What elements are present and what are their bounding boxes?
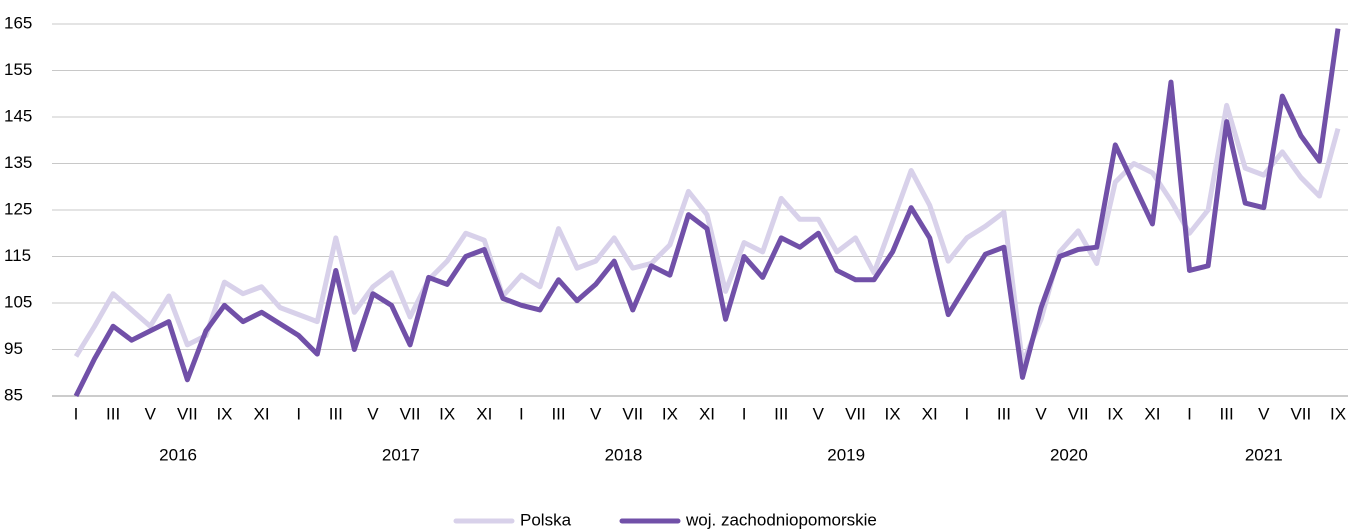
x-tick-label: VII — [1290, 404, 1311, 423]
year-label: 2019 — [827, 445, 865, 464]
x-tick-label: IX — [216, 404, 232, 423]
x-tick-label: I — [296, 404, 301, 423]
x-tick-label: III — [774, 404, 788, 423]
x-tick-label: I — [1187, 404, 1192, 423]
legend-label: Polska — [520, 510, 572, 529]
x-tick-label: V — [813, 404, 825, 423]
x-tick-label: VII — [622, 404, 643, 423]
y-tick-label: 165 — [4, 13, 32, 32]
x-tick-label: III — [551, 404, 565, 423]
y-tick-label: 95 — [4, 339, 23, 358]
x-tick-label: V — [1258, 404, 1270, 423]
x-tick-label: IX — [439, 404, 455, 423]
x-tick-label: IX — [885, 404, 901, 423]
x-tick-label: XI — [699, 404, 715, 423]
line-series — [73, 28, 1341, 398]
y-tick-label: 115 — [4, 246, 31, 265]
x-tick-label: XI — [476, 404, 492, 423]
x-tick-label: V — [145, 404, 157, 423]
x-tick-label: III — [1220, 404, 1234, 423]
x-tick-label: VII — [845, 404, 866, 423]
x-tick-label: IX — [662, 404, 678, 423]
y-tick-label: 125 — [4, 199, 32, 218]
x-tick-label: I — [964, 404, 969, 423]
legend-label: woj. zachodniopomorskie — [685, 510, 877, 529]
x-tick-label: XI — [1144, 404, 1160, 423]
x-tick-label: VII — [177, 404, 198, 423]
x-tick-label: I — [74, 404, 79, 423]
y-tick-label: 155 — [4, 60, 32, 79]
x-tick-label: III — [997, 404, 1011, 423]
y-tick-label: 85 — [4, 385, 23, 404]
year-label: 2016 — [159, 445, 197, 464]
x-tick-label: IX — [1107, 404, 1123, 423]
x-tick-label: XI — [254, 404, 270, 423]
x-tick-label: VII — [400, 404, 421, 423]
year-label: 2020 — [1050, 445, 1088, 464]
x-tick-label: I — [519, 404, 524, 423]
year-label: 2017 — [382, 445, 420, 464]
x-tick-label: XI — [922, 404, 938, 423]
year-label: 2021 — [1245, 445, 1283, 464]
y-tick-label: 135 — [4, 153, 32, 172]
x-tick-label: III — [329, 404, 343, 423]
x-tick-label: V — [590, 404, 602, 423]
x-tick-label: V — [367, 404, 379, 423]
year-label: 2018 — [605, 445, 643, 464]
x-tick-label: I — [742, 404, 747, 423]
x-tick-label: IX — [1330, 404, 1346, 423]
x-tick-label: III — [106, 404, 120, 423]
x-tick-label: VII — [1068, 404, 1089, 423]
y-tick-label: 105 — [4, 292, 32, 311]
y-tick-label: 145 — [4, 106, 32, 125]
x-tick-label: V — [1035, 404, 1047, 423]
